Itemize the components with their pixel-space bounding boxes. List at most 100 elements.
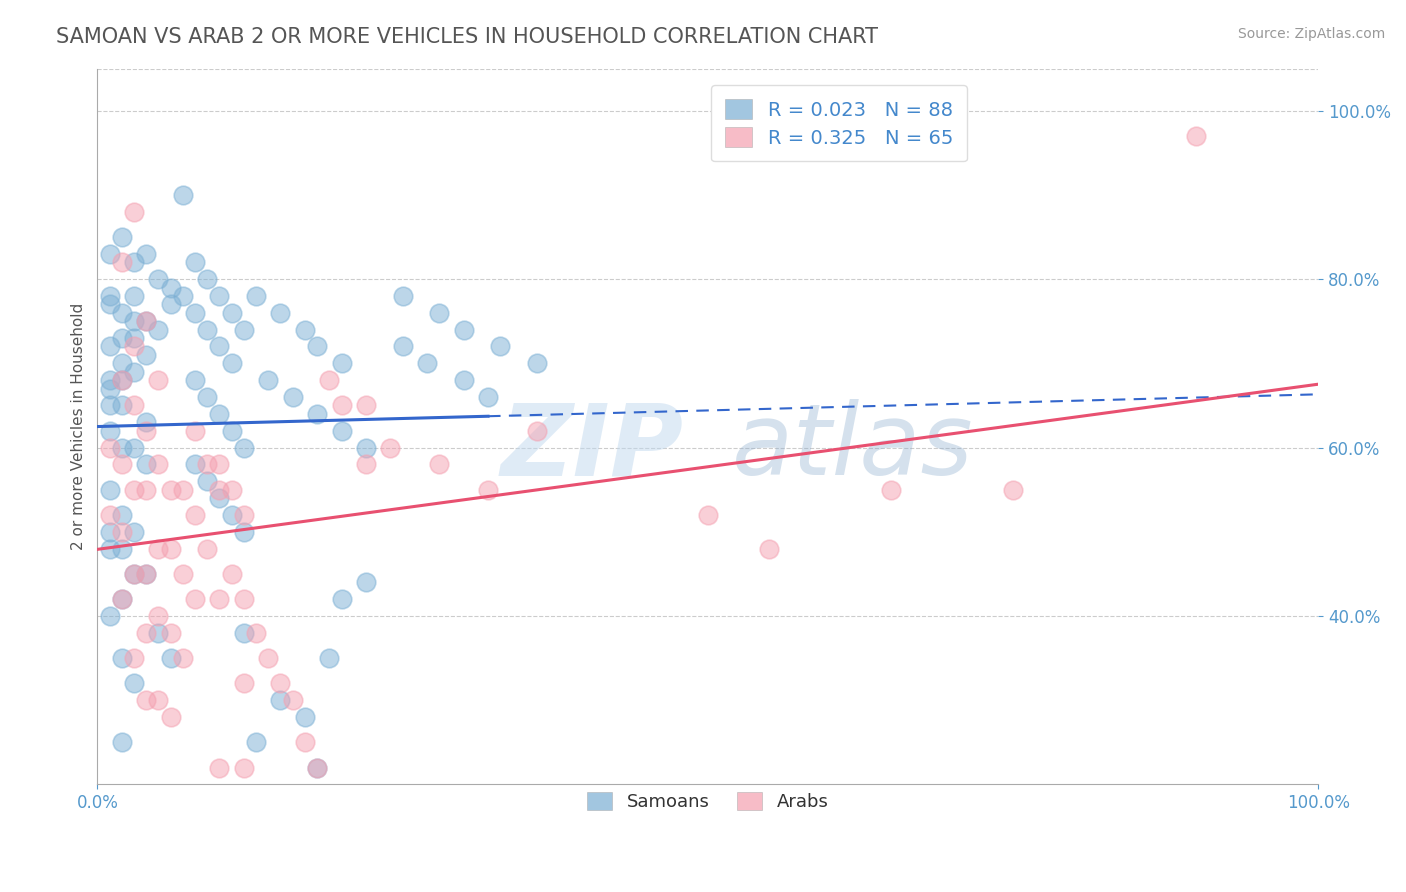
Point xyxy=(135,566,157,581)
Point xyxy=(148,625,170,640)
Point xyxy=(281,390,304,404)
Point xyxy=(184,424,207,438)
Point xyxy=(98,289,121,303)
Point xyxy=(111,441,134,455)
Point xyxy=(232,676,254,690)
Point xyxy=(135,314,157,328)
Point xyxy=(453,373,475,387)
Point xyxy=(122,483,145,497)
Point xyxy=(122,399,145,413)
Point xyxy=(232,508,254,522)
Point xyxy=(195,323,218,337)
Point xyxy=(98,483,121,497)
Point xyxy=(122,524,145,539)
Point xyxy=(122,331,145,345)
Point xyxy=(221,508,243,522)
Point xyxy=(159,710,181,724)
Point xyxy=(159,541,181,556)
Point xyxy=(427,458,450,472)
Point xyxy=(354,458,377,472)
Point xyxy=(330,356,353,370)
Point xyxy=(98,541,121,556)
Point xyxy=(122,566,145,581)
Point xyxy=(477,390,499,404)
Point xyxy=(172,483,194,497)
Point xyxy=(526,356,548,370)
Point xyxy=(111,356,134,370)
Point xyxy=(195,474,218,488)
Point xyxy=(257,651,280,665)
Point xyxy=(111,373,134,387)
Point xyxy=(427,306,450,320)
Point xyxy=(111,508,134,522)
Point xyxy=(269,306,291,320)
Point xyxy=(98,508,121,522)
Point xyxy=(111,331,134,345)
Point xyxy=(330,424,353,438)
Point xyxy=(221,424,243,438)
Point xyxy=(758,541,780,556)
Point xyxy=(148,541,170,556)
Point xyxy=(122,314,145,328)
Point xyxy=(195,458,218,472)
Point xyxy=(184,255,207,269)
Point xyxy=(257,373,280,387)
Point xyxy=(135,415,157,429)
Point xyxy=(111,399,134,413)
Point xyxy=(122,365,145,379)
Point xyxy=(159,280,181,294)
Point xyxy=(122,566,145,581)
Point xyxy=(122,441,145,455)
Point xyxy=(477,483,499,497)
Point xyxy=(159,297,181,311)
Point xyxy=(195,541,218,556)
Point xyxy=(111,735,134,749)
Point xyxy=(391,289,413,303)
Point xyxy=(98,297,121,311)
Point xyxy=(245,289,267,303)
Point xyxy=(195,390,218,404)
Point xyxy=(98,373,121,387)
Point xyxy=(111,592,134,607)
Point xyxy=(318,651,340,665)
Point xyxy=(221,483,243,497)
Point xyxy=(111,458,134,472)
Point xyxy=(122,676,145,690)
Point xyxy=(453,323,475,337)
Point xyxy=(172,566,194,581)
Point xyxy=(208,483,231,497)
Point xyxy=(208,592,231,607)
Point xyxy=(232,761,254,775)
Text: ZIP: ZIP xyxy=(501,400,683,497)
Point xyxy=(307,761,329,775)
Point xyxy=(135,348,157,362)
Point xyxy=(354,399,377,413)
Point xyxy=(148,693,170,707)
Point xyxy=(159,625,181,640)
Point xyxy=(208,339,231,353)
Point xyxy=(269,693,291,707)
Point xyxy=(380,441,402,455)
Text: SAMOAN VS ARAB 2 OR MORE VEHICLES IN HOUSEHOLD CORRELATION CHART: SAMOAN VS ARAB 2 OR MORE VEHICLES IN HOU… xyxy=(56,27,879,46)
Point xyxy=(122,289,145,303)
Point xyxy=(208,458,231,472)
Point xyxy=(172,651,194,665)
Point xyxy=(391,339,413,353)
Point xyxy=(245,625,267,640)
Point xyxy=(159,651,181,665)
Point xyxy=(159,483,181,497)
Point xyxy=(232,323,254,337)
Point xyxy=(148,272,170,286)
Point xyxy=(294,735,316,749)
Legend: Samoans, Arabs: Samoans, Arabs xyxy=(572,777,844,825)
Point xyxy=(122,651,145,665)
Point xyxy=(232,441,254,455)
Point xyxy=(696,508,718,522)
Point xyxy=(172,187,194,202)
Point xyxy=(208,761,231,775)
Point xyxy=(148,323,170,337)
Point xyxy=(98,441,121,455)
Point xyxy=(281,693,304,707)
Point xyxy=(135,625,157,640)
Point xyxy=(294,323,316,337)
